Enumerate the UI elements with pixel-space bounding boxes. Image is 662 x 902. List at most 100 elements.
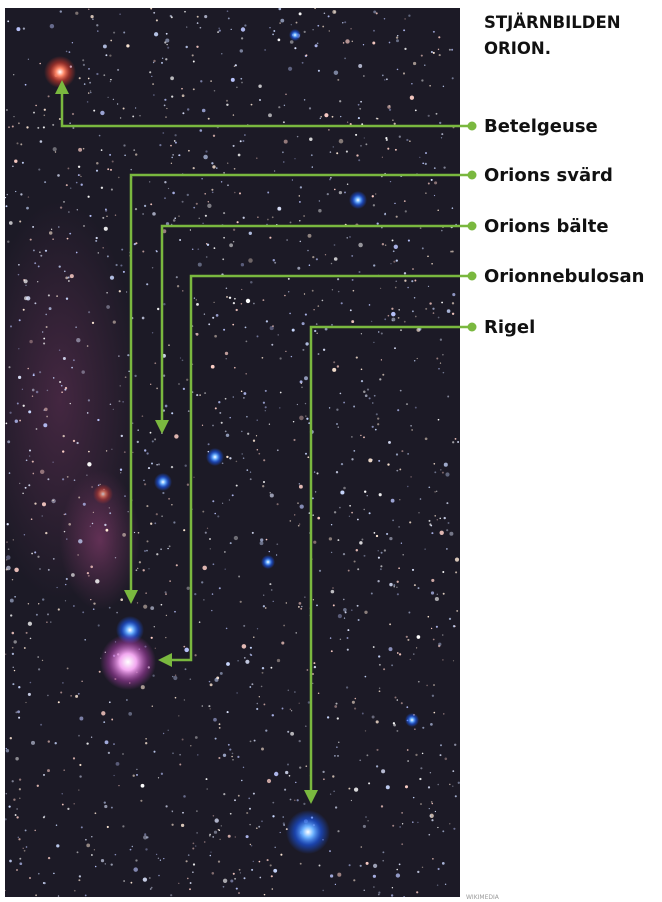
star (90, 566, 93, 569)
star (267, 779, 271, 783)
star (291, 710, 292, 711)
star (122, 533, 126, 537)
star (158, 463, 160, 465)
star (433, 463, 435, 465)
star (113, 99, 114, 100)
title-line: ORION. (484, 39, 551, 58)
star (25, 829, 27, 831)
star (86, 475, 87, 476)
star (177, 285, 179, 287)
star (360, 865, 362, 867)
star (267, 192, 269, 194)
star (349, 191, 367, 209)
star (6, 555, 10, 559)
star (351, 609, 353, 611)
infographic: STJÄRNBILDEN ORION. Betelgeuse Orions sv… (0, 0, 662, 902)
credit: WIKIMEDIA (466, 894, 500, 901)
star (421, 79, 423, 81)
star (58, 608, 60, 610)
star (38, 169, 40, 171)
star (338, 426, 339, 427)
star (70, 403, 71, 404)
star (144, 205, 146, 207)
star (242, 140, 244, 142)
star (23, 309, 25, 311)
star (203, 155, 208, 160)
star (26, 126, 28, 128)
star (233, 241, 234, 242)
star (366, 754, 368, 756)
star (372, 426, 374, 428)
star (334, 70, 339, 75)
star (384, 549, 386, 551)
star (258, 84, 261, 87)
star (248, 798, 250, 800)
star (210, 548, 211, 549)
star (253, 637, 254, 638)
star (19, 483, 20, 484)
star (166, 615, 167, 616)
star (152, 440, 154, 442)
star (195, 845, 197, 847)
star (90, 15, 93, 18)
star (52, 500, 53, 501)
star (378, 892, 380, 894)
star (256, 827, 258, 829)
star (394, 203, 395, 204)
star (452, 441, 454, 443)
star (377, 423, 379, 425)
star (148, 467, 150, 469)
label: Orionnebulosan (484, 266, 644, 287)
star (206, 448, 224, 466)
star (306, 54, 308, 56)
star (106, 450, 107, 451)
star (322, 300, 324, 302)
star (432, 858, 433, 859)
star (47, 613, 49, 615)
star (29, 340, 32, 343)
star (262, 672, 264, 674)
star (272, 216, 274, 218)
star (393, 584, 395, 586)
star (378, 460, 380, 462)
star (32, 226, 34, 228)
star (320, 116, 322, 118)
star (75, 327, 76, 328)
star (404, 200, 406, 202)
star (360, 435, 361, 436)
star (406, 403, 408, 405)
star (386, 785, 390, 789)
star (358, 159, 360, 161)
star (299, 766, 301, 768)
star (346, 151, 348, 153)
star (228, 17, 230, 19)
star (399, 653, 401, 655)
star (101, 187, 103, 189)
star (58, 895, 59, 896)
star (150, 523, 152, 525)
star (429, 85, 431, 87)
star (456, 610, 458, 612)
star (188, 150, 190, 152)
star (66, 578, 68, 580)
star (283, 161, 284, 162)
star (28, 59, 29, 60)
star (182, 94, 185, 97)
star (324, 113, 328, 117)
star (327, 193, 329, 195)
star (110, 79, 112, 81)
star (392, 119, 394, 121)
star (74, 479, 76, 481)
star (452, 207, 454, 209)
star (40, 255, 42, 257)
star (43, 423, 47, 427)
star (414, 728, 415, 729)
star (209, 834, 210, 835)
star (271, 344, 273, 346)
star (88, 311, 90, 313)
star (277, 449, 279, 451)
star (337, 79, 339, 81)
star (347, 122, 348, 123)
star (142, 415, 144, 417)
star (244, 134, 246, 136)
